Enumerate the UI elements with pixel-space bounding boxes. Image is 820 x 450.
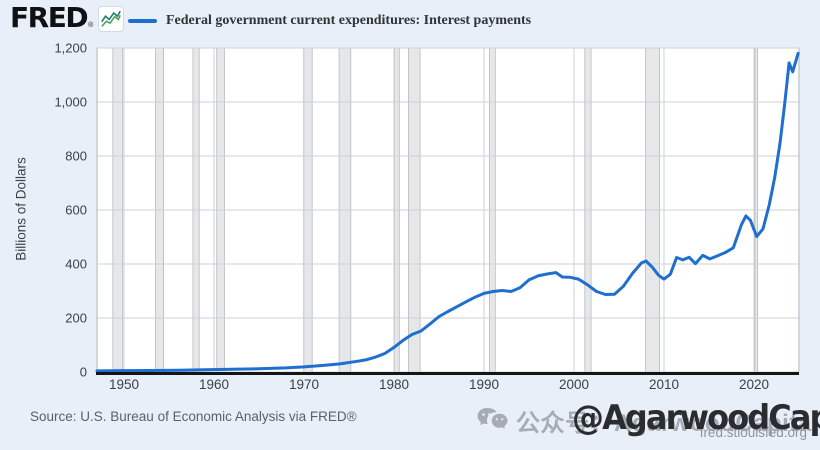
registered-mark: ® (88, 22, 94, 29)
x-tick-label: 2020 (739, 377, 769, 392)
fred-logo-text: FRED (10, 1, 89, 34)
y-tick-label: 1,000 (54, 95, 87, 110)
chart-legend: Federal government current expenditures:… (128, 13, 531, 29)
legend-label: Federal government current expenditures:… (166, 13, 532, 28)
y-tick-label: 0 (80, 365, 87, 380)
y-tick-label: 400 (65, 257, 87, 272)
y-tick-label: 1,200 (54, 41, 87, 56)
x-tick-label: 1950 (109, 377, 139, 392)
fred-logo: FRED ® (10, 1, 125, 34)
x-tick-label: 2010 (649, 377, 679, 392)
source-note: Source: U.S. Bureau of Economic Analysis… (30, 409, 357, 424)
y-tick-label: 200 (65, 311, 87, 326)
x-tick-label: 1960 (199, 377, 229, 392)
x-tick-label: 2000 (559, 377, 589, 392)
fred-sparkline-icon (98, 6, 125, 32)
fred-url: fred.stlouisfed.org (699, 425, 807, 440)
wechat-watermark-text: 公众号：AgarwoodCapital (516, 410, 819, 437)
y-tick-label: 600 (65, 203, 87, 218)
agarwood-watermark: @AgarwoodCapital (572, 398, 820, 438)
wechat-icon (477, 407, 508, 429)
legend-line-swatch (128, 19, 157, 23)
x-tick-label: 1970 (289, 377, 319, 392)
wechat-watermark: 公众号：AgarwoodCapital (476, 403, 819, 438)
x-tick-label: 1980 (379, 377, 409, 392)
y-axis-title: Billions of Dollars (13, 157, 29, 261)
y-tick-label: 800 (65, 149, 87, 164)
interest-payments-line (95, 51, 800, 373)
x-tick-label: 1990 (469, 377, 499, 392)
